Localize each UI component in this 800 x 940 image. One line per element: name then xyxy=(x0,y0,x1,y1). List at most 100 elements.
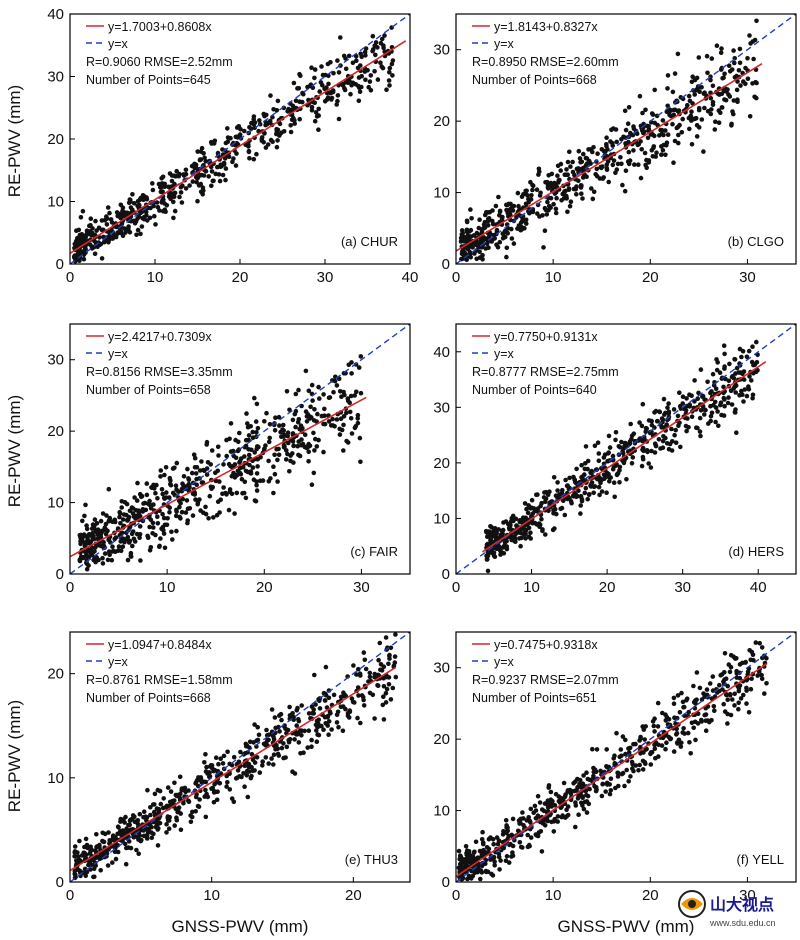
data-point xyxy=(663,746,668,752)
data-point xyxy=(105,205,111,210)
data-point xyxy=(250,465,256,470)
data-point xyxy=(713,419,718,425)
data-point xyxy=(291,717,297,722)
data-point xyxy=(735,97,740,102)
data-point xyxy=(110,544,115,549)
data-point xyxy=(607,791,613,797)
data-point xyxy=(663,152,668,158)
data-point xyxy=(504,202,509,208)
data-point xyxy=(466,849,472,854)
data-point xyxy=(309,65,314,70)
data-point xyxy=(314,739,320,744)
data-point xyxy=(243,443,249,449)
data-point xyxy=(627,441,633,447)
data-point xyxy=(604,747,609,752)
data-point xyxy=(675,413,681,419)
data-point xyxy=(139,224,145,229)
data-point xyxy=(342,86,347,91)
data-point xyxy=(470,854,476,859)
data-point xyxy=(582,490,588,496)
data-point xyxy=(298,751,303,756)
data-point xyxy=(242,784,247,789)
data-point xyxy=(687,402,692,408)
data-point xyxy=(460,249,465,254)
data-point xyxy=(636,768,641,773)
data-point xyxy=(745,76,751,81)
data-point xyxy=(330,416,335,422)
data-point xyxy=(99,218,105,223)
data-point xyxy=(710,371,716,377)
data-point xyxy=(134,847,139,853)
data-point xyxy=(153,532,158,538)
data-point xyxy=(614,730,619,736)
data-point xyxy=(649,448,654,454)
data-point xyxy=(744,701,749,706)
data-point xyxy=(93,218,98,224)
data-point xyxy=(334,383,340,388)
data-point xyxy=(162,545,168,551)
data-point xyxy=(285,430,291,436)
data-point xyxy=(215,780,220,785)
data-point xyxy=(488,524,493,529)
data-point xyxy=(91,536,97,542)
data-point xyxy=(294,723,300,728)
data-point xyxy=(76,227,82,233)
data-point xyxy=(754,339,759,345)
data-point xyxy=(77,858,83,863)
data-point xyxy=(727,691,733,697)
data-point xyxy=(582,799,588,805)
data-point xyxy=(199,459,204,464)
data-point xyxy=(211,515,216,520)
data-point xyxy=(576,488,581,494)
data-point xyxy=(326,732,331,737)
data-point xyxy=(386,661,391,667)
data-point xyxy=(231,470,236,476)
data-point xyxy=(167,171,173,176)
fit-line xyxy=(70,396,367,558)
data-point xyxy=(203,787,208,793)
panel-label: (e) THU3 xyxy=(345,852,398,867)
data-point xyxy=(291,460,296,465)
data-point xyxy=(361,703,367,708)
data-point xyxy=(504,854,510,859)
data-point xyxy=(335,709,341,715)
data-point xyxy=(344,438,349,444)
data-point xyxy=(109,220,115,225)
data-point xyxy=(461,865,467,870)
data-point xyxy=(626,750,632,755)
data-point xyxy=(158,468,164,473)
data-point xyxy=(470,245,475,250)
data-point xyxy=(498,858,503,863)
data-point xyxy=(556,798,562,804)
data-point xyxy=(203,159,208,164)
data-point xyxy=(284,744,290,750)
data-point xyxy=(157,544,162,549)
data-point xyxy=(542,823,548,828)
data-point xyxy=(154,817,159,822)
data-point xyxy=(247,769,252,774)
data-point xyxy=(663,718,669,723)
data-point xyxy=(311,470,317,476)
data-point xyxy=(713,405,719,410)
data-point xyxy=(372,69,377,74)
data-point xyxy=(266,458,271,464)
data-point xyxy=(229,762,235,768)
data-point xyxy=(315,411,320,417)
data-point xyxy=(338,704,344,710)
data-point xyxy=(518,543,523,549)
data-point xyxy=(283,457,289,462)
fit-line xyxy=(70,666,397,872)
data-point xyxy=(718,400,724,406)
data-point xyxy=(274,446,279,452)
watermark-logo-icon xyxy=(678,890,706,918)
data-point xyxy=(595,440,601,446)
data-point xyxy=(93,545,98,550)
data-point xyxy=(135,203,140,209)
data-point xyxy=(563,792,568,797)
data-point xyxy=(595,151,600,156)
data-point xyxy=(567,496,572,501)
data-point xyxy=(202,760,207,765)
data-point xyxy=(312,67,318,72)
data-point xyxy=(113,234,119,240)
data-point xyxy=(655,418,660,424)
